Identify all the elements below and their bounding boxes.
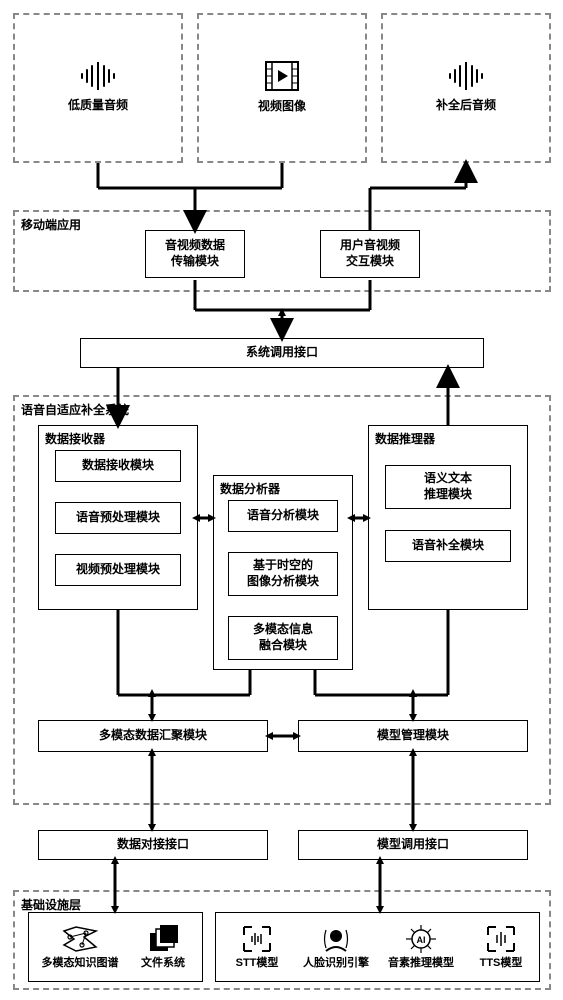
audio-wave-icon [446,62,486,90]
box-data-receive-module: 数据接收模块 [55,450,181,482]
data-analyzer-title: 数据分析器 [220,480,280,497]
data-reasoner-title: 数据推理器 [375,430,435,447]
box-completed-audio: 补全后音频 [381,13,551,163]
box-data-reasoner: 数据推理器 [368,425,528,610]
infra-phoneme: AI 音素推理模型 [380,918,462,978]
box-low-quality-audio: 低质量音频 [13,13,183,163]
audio-wave-icon [78,62,118,90]
knowledge-graph-label: 多模态知识图谱 [42,957,119,970]
video-film-icon [265,61,299,91]
infra-tts: TTS模型 [466,918,536,978]
knowledge-graph-icon [62,925,98,953]
speech-system-title: 语音自适应补全系统 [21,401,129,418]
box-av-transmit: 音视频数据 传输模块 [145,230,245,278]
audio-completion-module-label: 语音补全模块 [412,538,484,554]
audio-preprocess-module-label: 语音预处理模块 [76,510,160,526]
infra-face-recog: 人脸识别引擎 [296,918,376,978]
phoneme-icon: AI [406,925,436,953]
face-recog-icon [321,925,351,953]
tts-icon [486,925,516,953]
data-receive-module-label: 数据接收模块 [82,458,154,474]
audio-analysis-module-label: 语音分析模块 [247,508,319,524]
multimodal-aggregation-label: 多模态数据汇聚模块 [99,728,207,744]
low-quality-audio-label: 低质量音频 [68,98,128,114]
file-system-label: 文件系统 [141,957,185,970]
box-audio-preprocess-module: 语音预处理模块 [55,502,181,534]
box-video-preprocess-module: 视频预处理模块 [55,554,181,586]
infra-file-system: 文件系统 [130,918,196,978]
box-multimodal-aggregation: 多模态数据汇聚模块 [38,720,268,752]
user-av-interact-label: 用户音视频 交互模块 [340,238,400,269]
infrastructure-title: 基础设施层 [21,896,81,913]
box-audio-analysis-module: 语音分析模块 [228,500,338,532]
data-receiver-title: 数据接收器 [45,430,105,447]
box-data-dock-interface: 数据对接接口 [38,830,268,860]
box-mobile-app: 移动端应用 [13,210,551,292]
mobile-app-title: 移动端应用 [21,216,81,233]
spatiotemporal-image-module-label: 基于时空的 图像分析模块 [247,558,319,589]
stt-icon [242,925,272,953]
infra-knowledge-graph: 多模态知识图谱 [36,918,124,978]
video-image-label: 视频图像 [258,99,306,115]
face-recog-label: 人脸识别引擎 [303,957,369,970]
box-system-call-interface: 系统调用接口 [80,338,484,368]
svg-text:AI: AI [417,935,426,945]
av-transmit-label: 音视频数据 传输模块 [165,238,225,269]
box-multimodal-fusion-module: 多模态信息 融合模块 [228,616,338,660]
data-dock-interface-label: 数据对接接口 [117,837,189,853]
tts-label: TTS模型 [480,957,523,970]
multimodal-fusion-module-label: 多模态信息 融合模块 [253,622,313,653]
model-call-interface-label: 模型调用接口 [377,837,449,853]
completed-audio-label: 补全后音频 [436,98,496,114]
box-model-call-interface: 模型调用接口 [298,830,528,860]
box-model-management: 模型管理模块 [298,720,528,752]
box-spatiotemporal-image-module: 基于时空的 图像分析模块 [228,552,338,596]
box-semantic-text-reason-module: 语义文本 推理模块 [385,465,511,509]
stt-label: STT模型 [236,957,279,970]
semantic-text-reason-module-label: 语义文本 推理模块 [424,471,472,502]
box-audio-completion-module: 语音补全模块 [385,530,511,562]
system-call-interface-label: 系统调用接口 [246,345,318,361]
file-system-icon [148,925,178,953]
infra-stt: STT模型 [222,918,292,978]
phoneme-label: 音素推理模型 [388,957,454,970]
video-preprocess-module-label: 视频预处理模块 [76,562,160,578]
box-video-image: 视频图像 [197,13,367,163]
box-user-av-interact: 用户音视频 交互模块 [320,230,420,278]
model-management-label: 模型管理模块 [377,728,449,744]
